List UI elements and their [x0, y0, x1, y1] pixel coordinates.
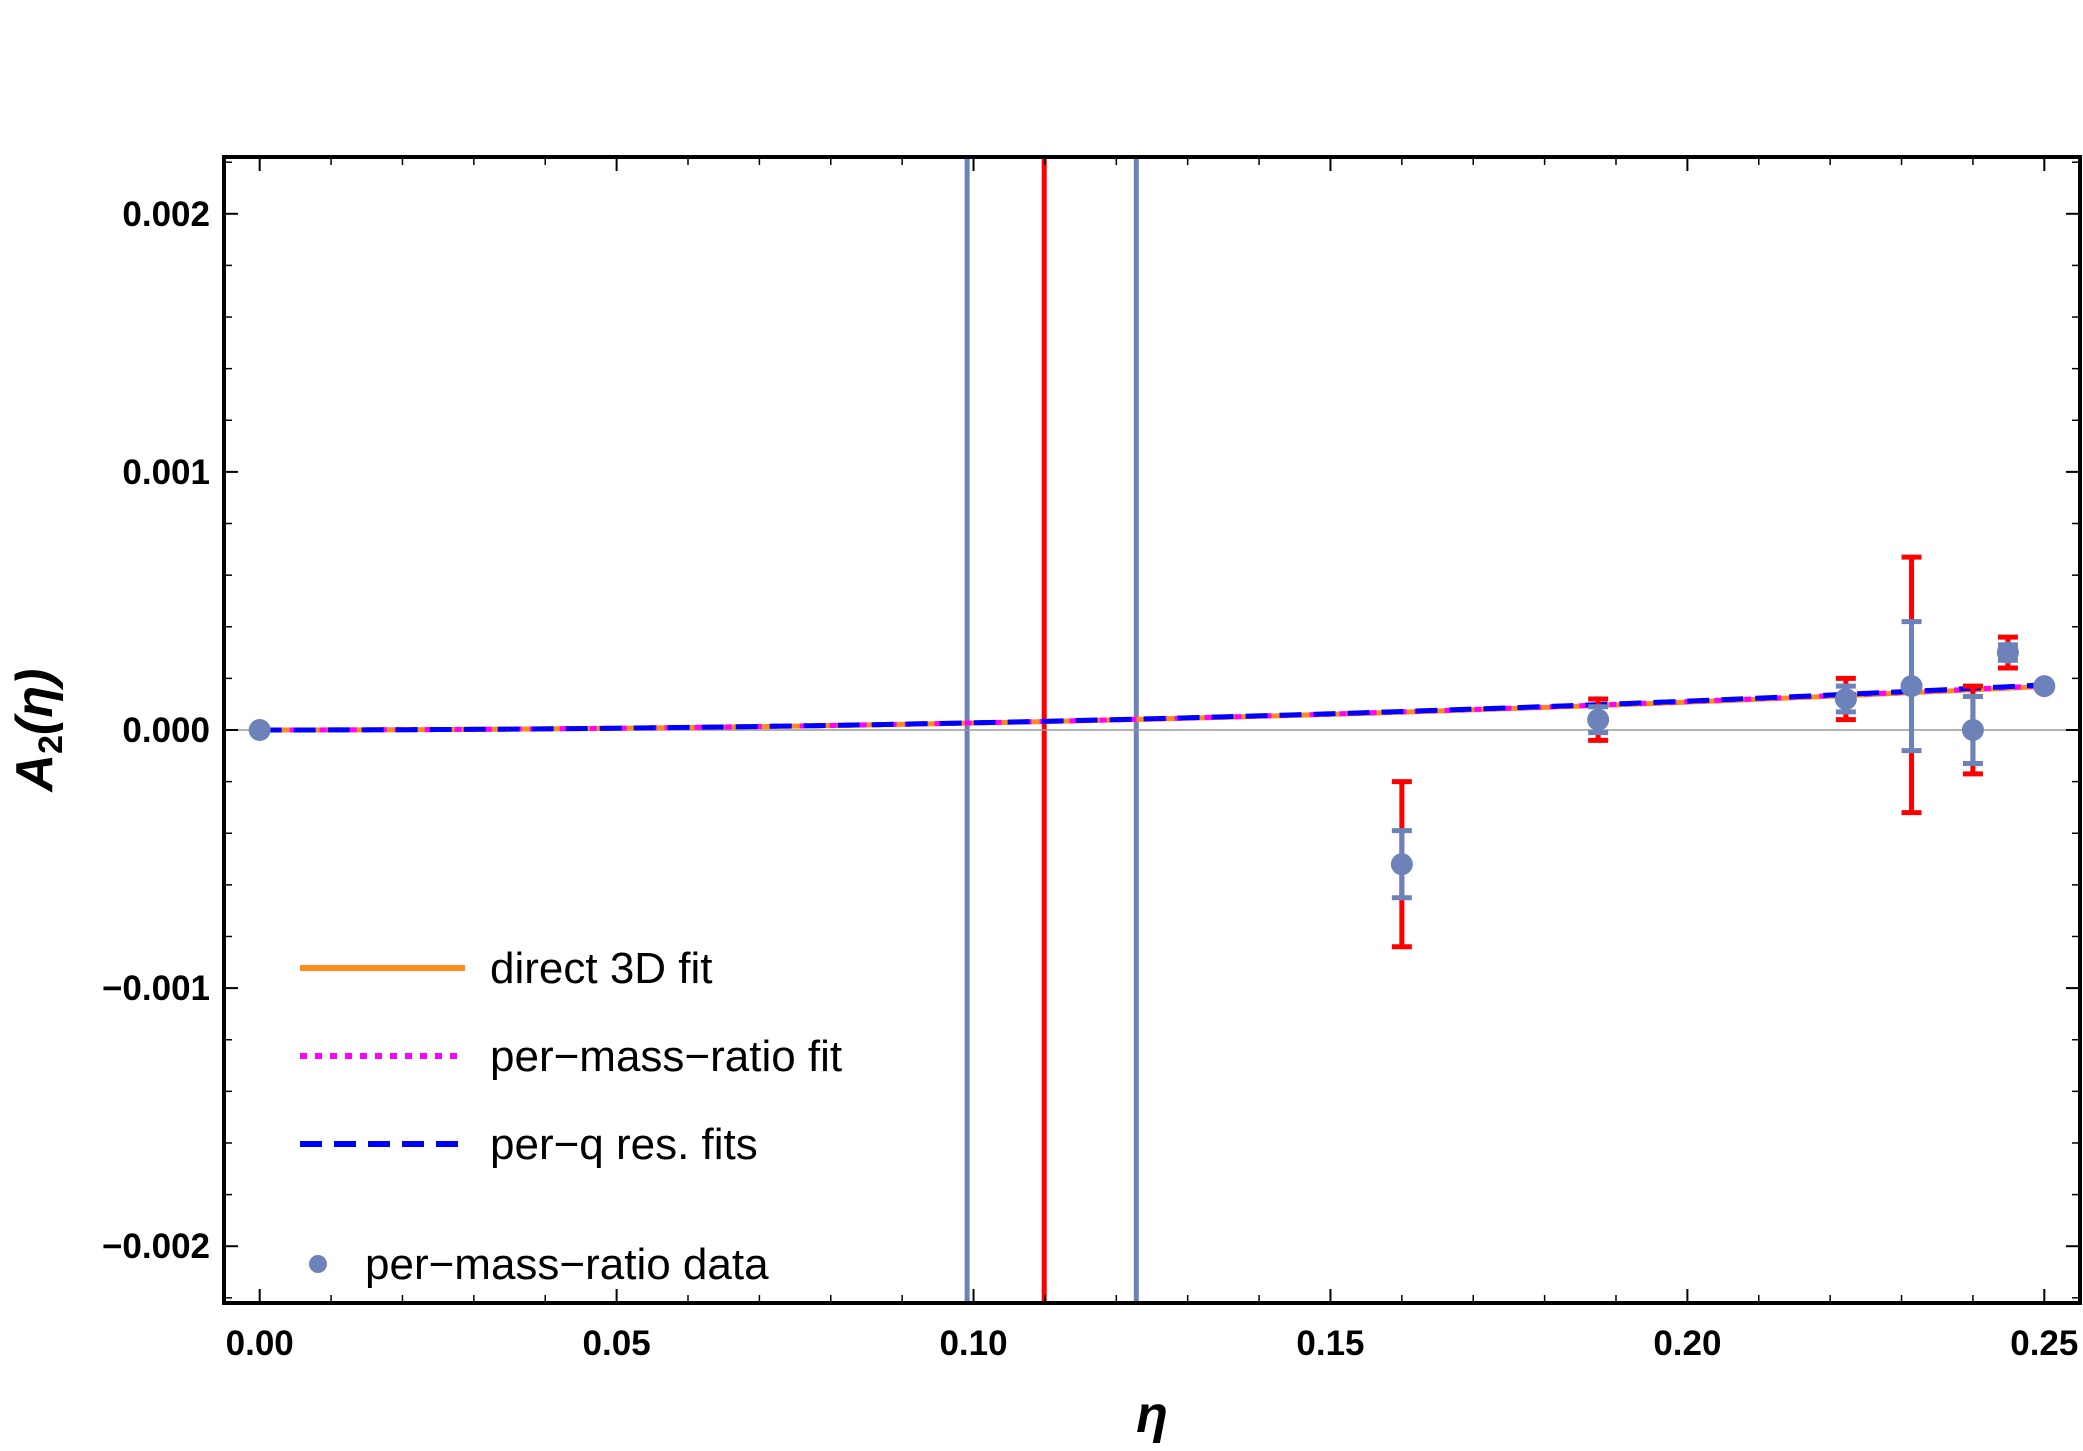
- data-point-2: [1390, 853, 1413, 876]
- y-tick-label-1: −0.002: [102, 1227, 210, 1266]
- data-point-6: [1961, 719, 1984, 741]
- x-tick-label-4: 0.15: [1296, 1324, 1364, 1363]
- legend-item-2: per−mass−ratio fit: [300, 1032, 842, 1081]
- y-tick-label-3: 0.000: [122, 711, 210, 750]
- legend-label-1: direct 3D fit: [490, 944, 713, 993]
- legend-label-4: per−mass−ratio data: [365, 1240, 769, 1289]
- data-point-7: [1996, 641, 2019, 664]
- legend-label-3: per−q res. fits: [490, 1120, 758, 1169]
- legend: direct 3D fit per−mass−ratio fit per−q res…: [300, 944, 842, 1289]
- x-tick-label-6: 0.25: [2010, 1324, 2078, 1363]
- error-bars: [1391, 554, 2018, 950]
- y-axis-title-main: A: [6, 754, 64, 794]
- legend-item-1: direct 3D fit: [300, 944, 713, 993]
- y-axis-ticks: −0.002 −0.001 0.000 0.001 0.002: [102, 161, 2080, 1299]
- x-tick-label-2: 0.05: [583, 1324, 651, 1363]
- data-point-3: [1587, 708, 1610, 731]
- data-point-8: [2033, 675, 2056, 698]
- legend-label-2: per−mass−ratio fit: [490, 1032, 842, 1081]
- data-point-5: [1900, 675, 1923, 698]
- curve-2: [259, 683, 2045, 733]
- curve-1: [259, 683, 2045, 733]
- data-point-1: [248, 719, 271, 741]
- fit-curves: [259, 682, 2045, 733]
- y-axis-title-subscript: 2: [32, 735, 70, 754]
- curve-3: [259, 682, 2045, 733]
- x-axis-title: η: [1136, 1386, 1168, 1444]
- x-tick-label-5: 0.20: [1653, 1324, 1721, 1363]
- legend-swatch-4: [309, 1255, 327, 1273]
- y-axis-title-tail: (η): [6, 669, 64, 735]
- legend-item-4: per−mass−ratio data: [309, 1240, 769, 1289]
- x-tick-label-1: 0.00: [226, 1324, 294, 1363]
- y-axis-title: A2(η): [6, 669, 70, 794]
- y-tick-label-4: 0.001: [122, 453, 210, 492]
- legend-item-3: per−q res. fits: [300, 1120, 758, 1169]
- y-tick-label-2: −0.001: [102, 969, 210, 1008]
- x-tick-label-3: 0.10: [939, 1324, 1007, 1363]
- y-tick-label-5: 0.002: [122, 195, 210, 234]
- x-axis-ticks: 0.00 0.05 0.10 0.15 0.20 0.25: [226, 157, 2078, 1363]
- data-point-4: [1834, 688, 1857, 711]
- data-points: [248, 641, 2056, 876]
